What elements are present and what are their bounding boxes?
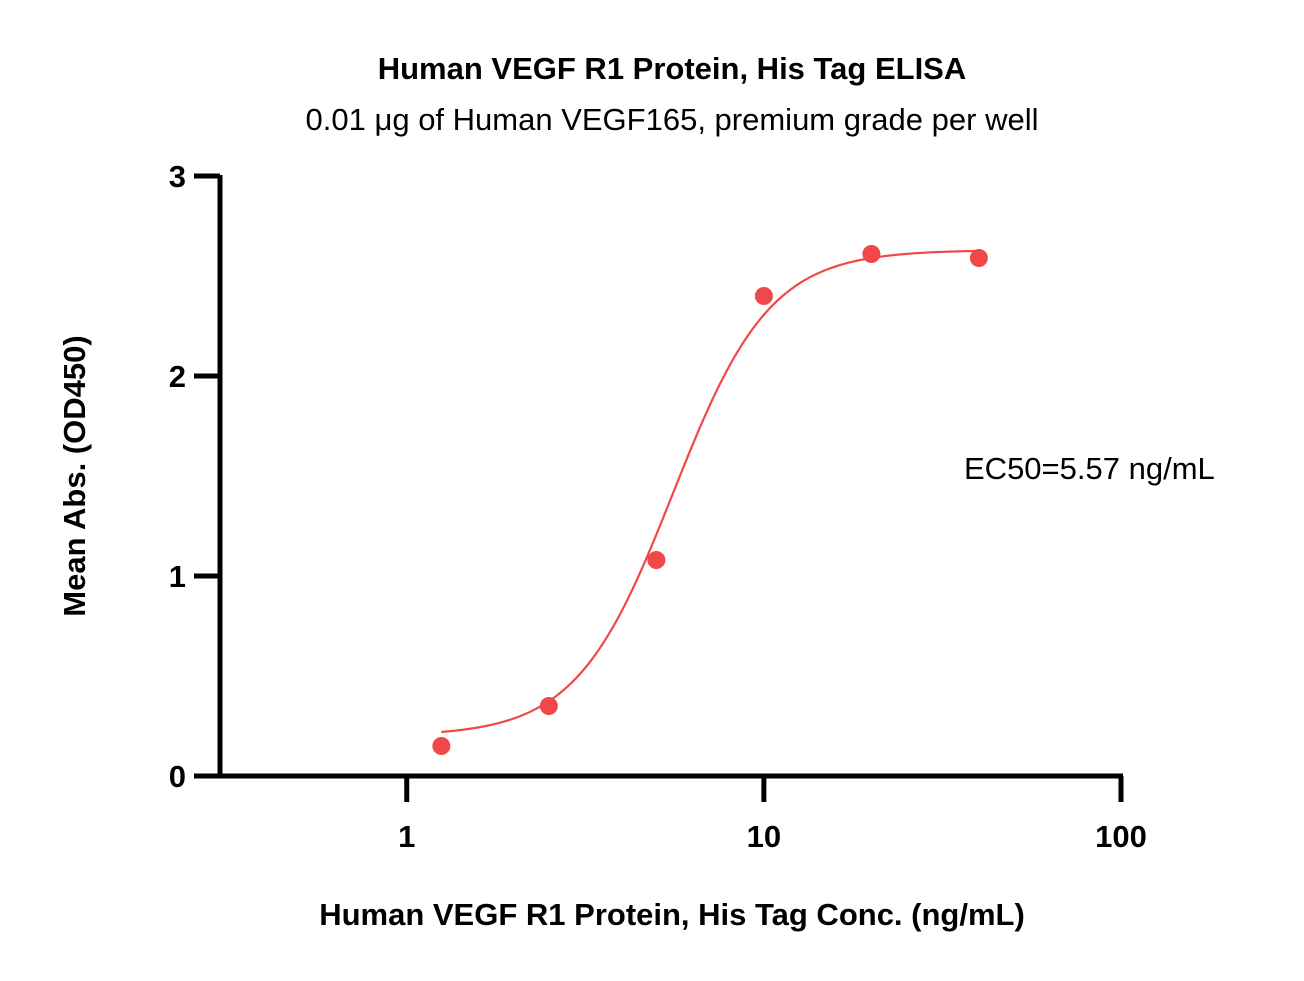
y-axis-label: Mean Abs. (OD450) <box>57 335 92 616</box>
chart-subtitle: 0.01 μg of Human VEGF165, premium grade … <box>306 102 1039 137</box>
data-point <box>647 551 666 569</box>
y-tick-label: 1 <box>169 559 186 594</box>
fit-curve-layer <box>441 249 979 734</box>
y-tick-label: 2 <box>169 359 186 394</box>
x-tick-label: 1 <box>398 819 415 854</box>
x-tick-label: 100 <box>1095 819 1147 854</box>
data-point <box>539 697 558 715</box>
y-tick-label: 0 <box>169 759 186 794</box>
data-point <box>754 287 773 305</box>
data-point <box>432 737 451 755</box>
fit-curve <box>441 249 979 734</box>
ec50-annotation: EC50=5.57 ng/mL <box>964 451 1215 486</box>
data-points-layer <box>432 245 988 755</box>
x-ticks-layer: 1 10 100 <box>398 776 1147 854</box>
chart-title: Human VEGF R1 Protein, His Tag ELISA <box>378 51 967 86</box>
y-tick-label: 3 <box>169 159 186 194</box>
x-tick-label: 10 <box>747 819 781 854</box>
y-ticks-layer: 0 1 2 3 <box>169 159 220 794</box>
x-axis-label: Human VEGF R1 Protein, His Tag Conc. (ng… <box>319 897 1025 932</box>
data-point <box>969 249 988 267</box>
data-point <box>862 245 881 263</box>
